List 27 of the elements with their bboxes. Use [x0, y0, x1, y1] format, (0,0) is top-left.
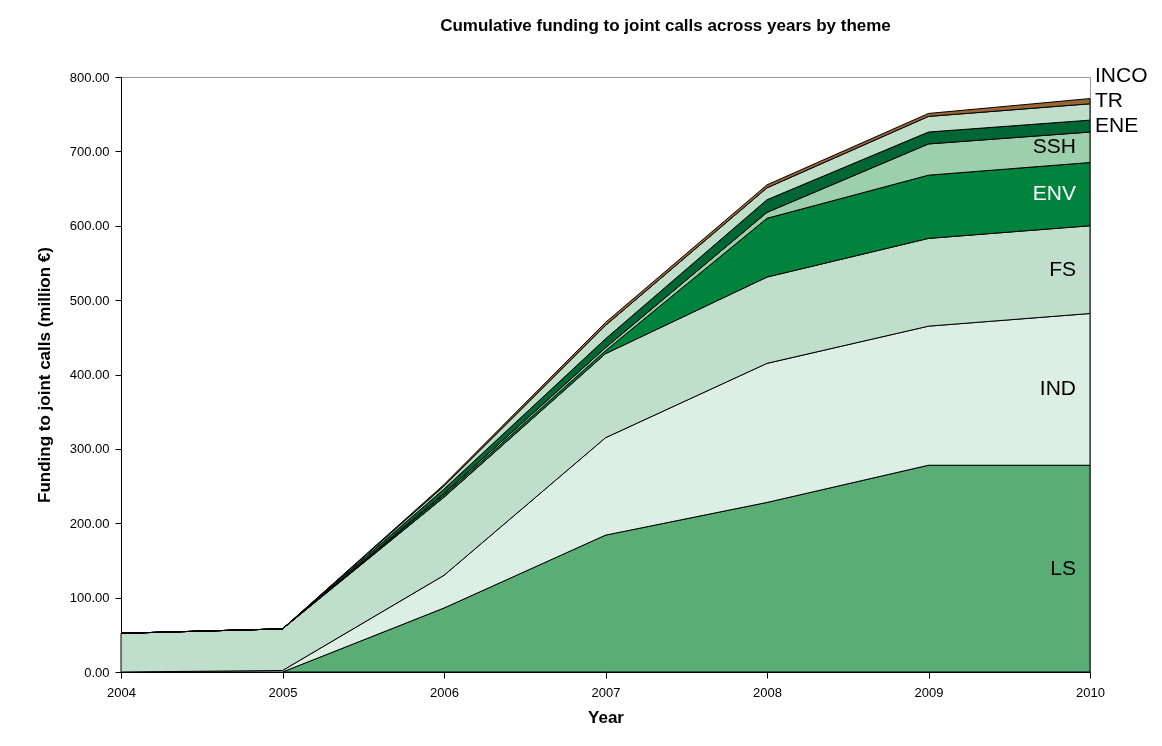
x-tick-label: 2007	[591, 684, 621, 700]
series-label: ENV	[1032, 181, 1076, 205]
series-label: INCO	[1095, 63, 1148, 87]
y-tick-label: 800.00	[69, 69, 110, 85]
x-axis-title: Year	[588, 707, 625, 727]
x-tick-label: 2010	[1076, 684, 1105, 700]
y-tick-label: 0.00	[84, 664, 110, 680]
series-label: ENE	[1095, 113, 1139, 137]
x-tick-label: 2009	[914, 684, 944, 700]
y-tick-label: 300.00	[69, 441, 110, 457]
chart-title: Cumulative funding to joint calls across years by theme	[440, 16, 891, 36]
y-tick-label: 200.00	[69, 515, 110, 531]
series-label: FS	[1049, 256, 1076, 280]
series-label: SSH	[1032, 134, 1076, 158]
x-tick-label: 2006	[430, 684, 459, 700]
y-tick-label: 700.00	[69, 143, 110, 159]
x-tick-label: 2004	[107, 684, 136, 700]
y-tick-label: 100.00	[69, 590, 110, 606]
y-axis-title: Funding to joint calls (million €)	[34, 247, 54, 503]
x-tick-label: 2005	[268, 684, 298, 700]
y-tick-label: 600.00	[69, 218, 110, 234]
series-label: LS	[1050, 555, 1076, 579]
y-tick-label: 400.00	[69, 367, 110, 382]
x-tick-label: 2008	[753, 684, 782, 700]
series-label: IND	[1039, 376, 1076, 400]
series-label: TR	[1095, 88, 1123, 112]
y-tick-label: 500.00	[69, 292, 110, 308]
